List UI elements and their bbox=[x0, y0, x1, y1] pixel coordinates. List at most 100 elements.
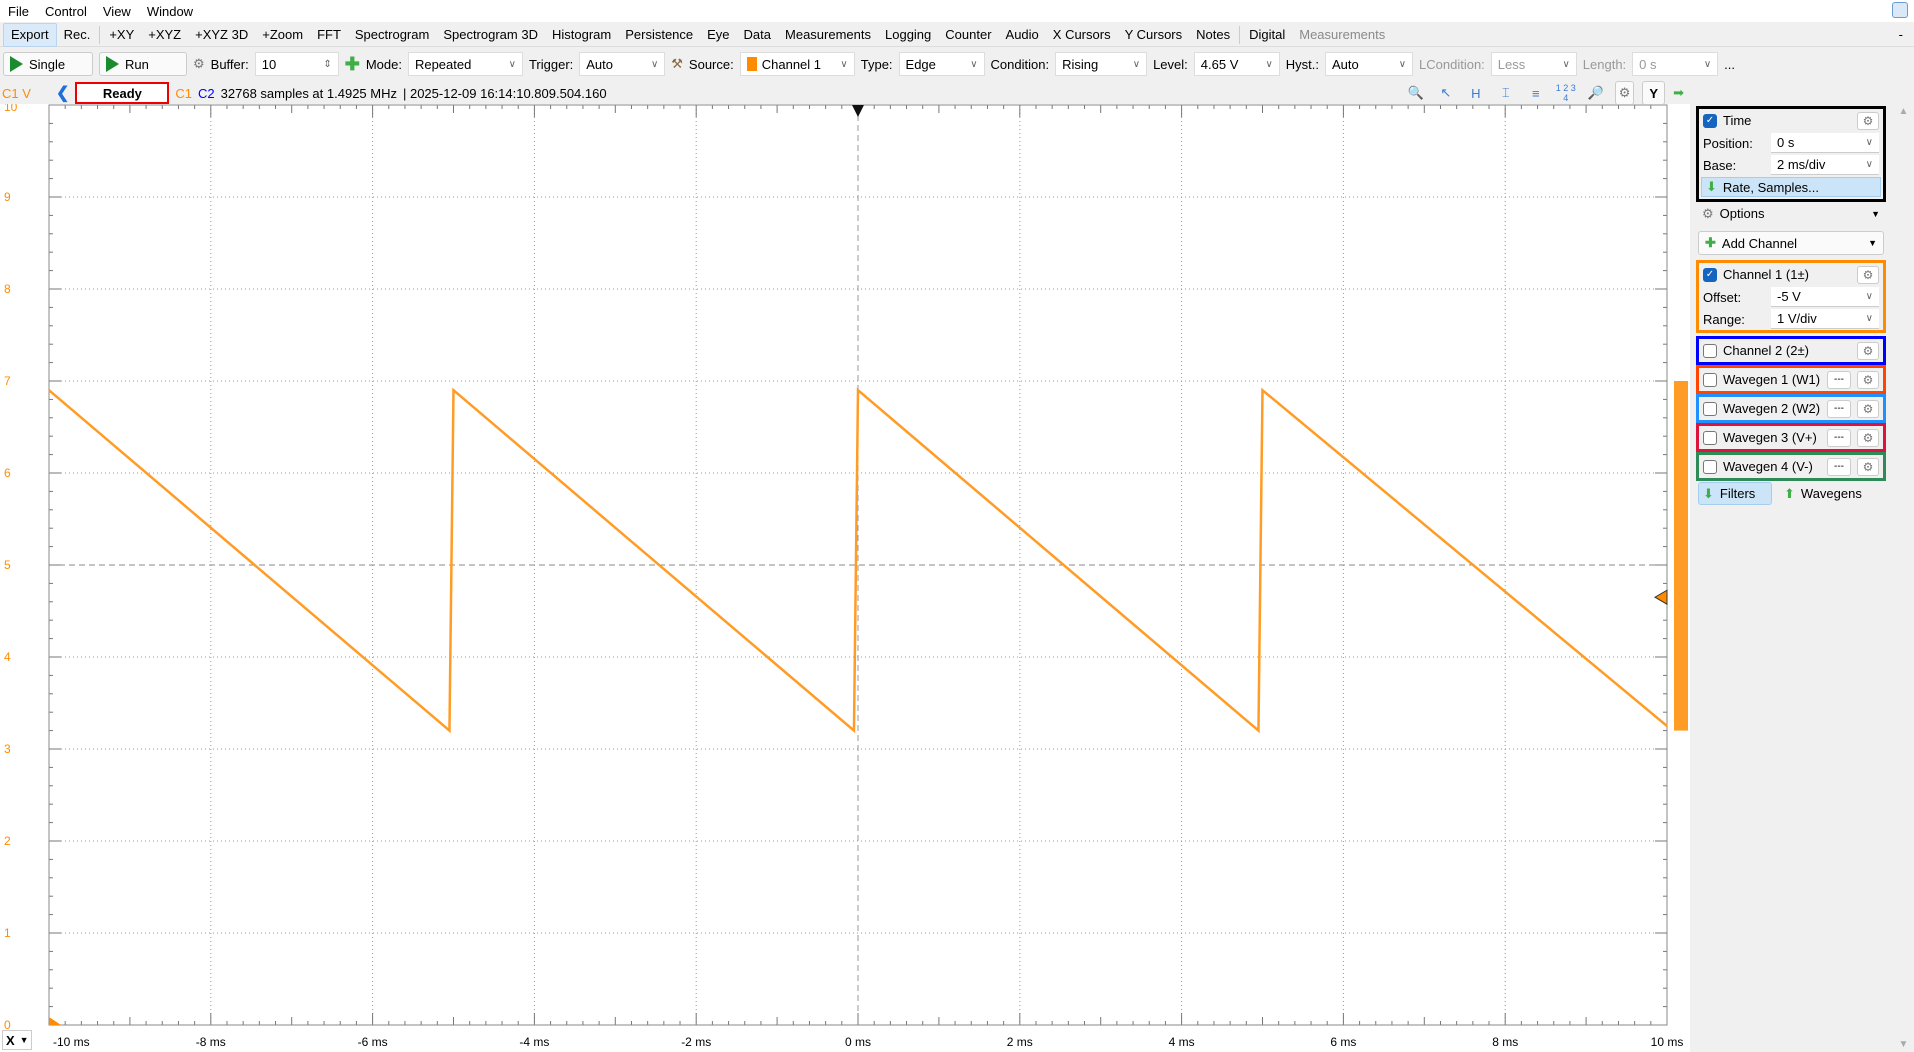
source-select[interactable]: Channel 1 ∨ bbox=[739, 52, 855, 76]
condition-select[interactable]: Rising ∨ bbox=[1055, 52, 1148, 76]
level-select[interactable]: 4.65 V ∨ bbox=[1193, 52, 1280, 76]
oscilloscope-plot[interactable]: 10 9 8 7 6 5 4 3 2 1 0 -10 ms -8 ms -6 ms -4 ms -2 ms 0 … bbox=[0, 104, 1690, 1052]
wavegen4-checkbox[interactable] bbox=[1703, 459, 1717, 474]
settings-gear-icon[interactable]: ⚙ bbox=[193, 56, 205, 71]
type-select[interactable]: Edge ∨ bbox=[898, 52, 985, 76]
wavegen1-mode-button[interactable]: --- bbox=[1827, 370, 1851, 389]
hyst-select[interactable]: Auto ∨ bbox=[1325, 52, 1414, 76]
gear-icon[interactable]: ⚙ bbox=[1857, 428, 1879, 447]
plot-settings-gear-icon[interactable]: ⚙ bbox=[1614, 81, 1635, 105]
chevron-down-icon: ∨ bbox=[1398, 58, 1407, 70]
tab-notes[interactable]: Notes bbox=[1196, 26, 1231, 42]
tab--zoom[interactable]: +Zoom bbox=[262, 26, 304, 42]
tab-fft[interactable]: FFT bbox=[317, 26, 341, 42]
green-arrow-icon[interactable]: ➡ bbox=[1673, 85, 1684, 100]
tab-counter[interactable]: Counter bbox=[945, 26, 992, 42]
base-select[interactable]: 2 ms/div ∨ bbox=[1771, 155, 1879, 175]
tab-measurements[interactable]: Measurements bbox=[785, 26, 871, 42]
wavegen4-mode-button[interactable]: --- bbox=[1827, 457, 1851, 476]
gear-icon[interactable]: ⚙ bbox=[1857, 111, 1879, 130]
condition-value: Rising bbox=[1062, 56, 1099, 72]
tab--xyz[interactable]: +XYZ bbox=[148, 26, 182, 42]
tab-x-cursors[interactable]: X Cursors bbox=[1052, 26, 1111, 42]
channel1-checkbox[interactable]: ✓ bbox=[1703, 267, 1717, 282]
y-axis-unit: C1 V bbox=[2, 85, 31, 101]
tab-persistence[interactable]: Persistence bbox=[625, 26, 694, 42]
offset-select[interactable]: -5 V ∨ bbox=[1771, 287, 1879, 307]
y-cursor-icon[interactable]: ⌶ bbox=[1501, 85, 1510, 100]
tab-rec-[interactable]: Rec. bbox=[63, 26, 91, 42]
range-select[interactable]: 1 V/div ∨ bbox=[1771, 309, 1879, 329]
cursor-pointer-icon[interactable]: ↖ bbox=[1440, 85, 1452, 100]
tab-digital[interactable]: Digital bbox=[1249, 26, 1286, 42]
zoom-reset-icon[interactable]: 🔍 bbox=[1407, 85, 1424, 100]
tab--xy[interactable]: +XY bbox=[109, 26, 135, 42]
status-row: C1 V ❮ Ready C1 C2 32768 samples at 1.49… bbox=[0, 81, 1914, 105]
y-axis-button[interactable]: Y bbox=[1642, 81, 1666, 105]
buffer-spinbox[interactable]: 10 ⇕ bbox=[254, 52, 339, 76]
mode-select[interactable]: Repeated ∨ bbox=[407, 52, 523, 76]
menu-window[interactable]: Window bbox=[146, 3, 194, 19]
numbers-icon[interactable]: 1 2 3 4 bbox=[1555, 83, 1576, 103]
wavegens-button[interactable]: ⬆ Wavegens bbox=[1780, 482, 1884, 505]
tab-eye[interactable]: Eye bbox=[707, 26, 730, 42]
filters-button[interactable]: ⬇ Filters bbox=[1698, 482, 1772, 505]
options-button[interactable]: ⚙ Options ▼ bbox=[1698, 202, 1884, 225]
hammer-icon[interactable]: ⚒ bbox=[671, 56, 683, 71]
gear-icon[interactable]: ⚙ bbox=[1857, 457, 1879, 476]
vertical-scrollbar[interactable]: ▲ ▼ bbox=[1893, 104, 1914, 1052]
wavegen2-checkbox[interactable] bbox=[1703, 401, 1717, 416]
align-icon[interactable]: ≡ bbox=[1531, 85, 1540, 101]
wavegen2-mode-button[interactable]: --- bbox=[1827, 399, 1851, 418]
tab-histogram[interactable]: Histogram bbox=[551, 26, 612, 42]
menu-view[interactable]: View bbox=[102, 3, 131, 19]
wavegen1-checkbox[interactable] bbox=[1703, 372, 1717, 387]
zoom-icon[interactable]: 🔎 bbox=[1587, 85, 1604, 100]
time-title: Time bbox=[1723, 113, 1752, 128]
base-value: 2 ms/div bbox=[1777, 157, 1826, 172]
gear-icon[interactable]: ⚙ bbox=[1857, 265, 1879, 284]
run-button[interactable]: Run bbox=[99, 52, 187, 76]
add-plus-icon[interactable]: ✚ bbox=[344, 53, 360, 74]
buffer-value: 10 bbox=[261, 56, 277, 72]
tab-export[interactable]: Export bbox=[3, 22, 57, 47]
channel1-color-swatch bbox=[746, 57, 757, 71]
tab-spectrogram[interactable]: Spectrogram bbox=[354, 26, 430, 42]
position-select[interactable]: 0 s ∨ bbox=[1771, 133, 1879, 153]
channel2-checkbox[interactable] bbox=[1703, 343, 1717, 358]
tab-data[interactable]: Data bbox=[743, 26, 772, 42]
x-cursor-icon[interactable]: H bbox=[1471, 85, 1481, 101]
single-button[interactable]: Single bbox=[3, 52, 93, 76]
gear-icon[interactable]: ⚙ bbox=[1857, 399, 1879, 418]
wavegen3-checkbox[interactable] bbox=[1703, 430, 1717, 445]
gear-icon[interactable]: ⚙ bbox=[1857, 370, 1879, 389]
tab-audio[interactable]: Audio bbox=[1005, 26, 1039, 42]
rate-samples-button[interactable]: ⬇ Rate, Samples... bbox=[1701, 177, 1881, 197]
back-chevron-icon[interactable]: ❮ bbox=[56, 85, 70, 102]
tab-y-cursors[interactable]: Y Cursors bbox=[1124, 26, 1183, 42]
tab--xyz-3d[interactable]: +XYZ 3D bbox=[195, 26, 249, 42]
channel2-group: Channel 2 (2±) ⚙ bbox=[1696, 336, 1886, 365]
time-checkbox[interactable]: ✓ bbox=[1703, 113, 1717, 128]
tab-logging[interactable]: Logging bbox=[885, 26, 932, 42]
more-options-button[interactable]: ... bbox=[1724, 56, 1736, 72]
channel1-waveform bbox=[48, 387, 1668, 734]
gear-icon[interactable]: ⚙ bbox=[1857, 341, 1879, 360]
chevron-down-icon: ∨ bbox=[1703, 58, 1712, 70]
tab-measurements-disabled: Measurements bbox=[1299, 26, 1386, 42]
spin-arrows-icon[interactable]: ⇕ bbox=[323, 58, 332, 70]
add-channel-button[interactable]: ✚ Add Channel ▼ bbox=[1698, 231, 1884, 255]
tab-spectrogram-3d[interactable]: Spectrogram 3D bbox=[443, 26, 538, 42]
c2-toggle[interactable]: C2 bbox=[198, 85, 215, 101]
wavegen3-mode-button[interactable]: --- bbox=[1827, 428, 1851, 447]
x-axis-button[interactable]: X ▼ bbox=[2, 1030, 32, 1050]
c1-toggle[interactable]: C1 bbox=[175, 85, 193, 101]
minimize-toolbar-button[interactable]: - bbox=[1898, 26, 1903, 42]
restore-window-icon[interactable] bbox=[1892, 2, 1908, 18]
trigger-select[interactable]: Auto ∨ bbox=[579, 52, 666, 76]
menu-control[interactable]: Control bbox=[44, 3, 87, 19]
scroll-down-icon[interactable]: ▼ bbox=[1898, 1039, 1909, 1050]
scroll-up-icon[interactable]: ▲ bbox=[1898, 106, 1909, 117]
menu-file[interactable]: File bbox=[8, 3, 29, 19]
